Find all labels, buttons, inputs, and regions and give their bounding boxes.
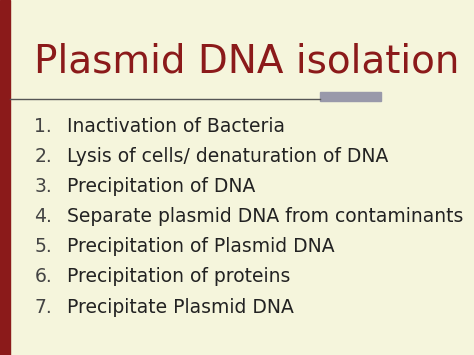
Text: Precipitation of DNA: Precipitation of DNA	[67, 177, 255, 196]
Text: 7.: 7.	[34, 297, 52, 317]
Text: 4.: 4.	[34, 207, 52, 226]
Text: Plasmid DNA isolation: Plasmid DNA isolation	[34, 43, 460, 81]
Text: Lysis of cells/ denaturation of DNA: Lysis of cells/ denaturation of DNA	[67, 147, 388, 166]
Text: Precipitation of proteins: Precipitation of proteins	[67, 267, 290, 286]
Text: 1.: 1.	[34, 116, 52, 136]
Bar	[0, 0, 9, 355]
Text: Separate plasmid DNA from contaminants: Separate plasmid DNA from contaminants	[67, 207, 463, 226]
Bar	[320, 92, 381, 101]
Text: 5.: 5.	[34, 237, 52, 256]
Text: 3.: 3.	[34, 177, 52, 196]
Text: Precipitate Plasmid DNA: Precipitate Plasmid DNA	[67, 297, 293, 317]
Text: 2.: 2.	[34, 147, 52, 166]
Text: 6.: 6.	[34, 267, 52, 286]
Text: Precipitation of Plasmid DNA: Precipitation of Plasmid DNA	[67, 237, 334, 256]
Text: Inactivation of Bacteria: Inactivation of Bacteria	[67, 116, 284, 136]
